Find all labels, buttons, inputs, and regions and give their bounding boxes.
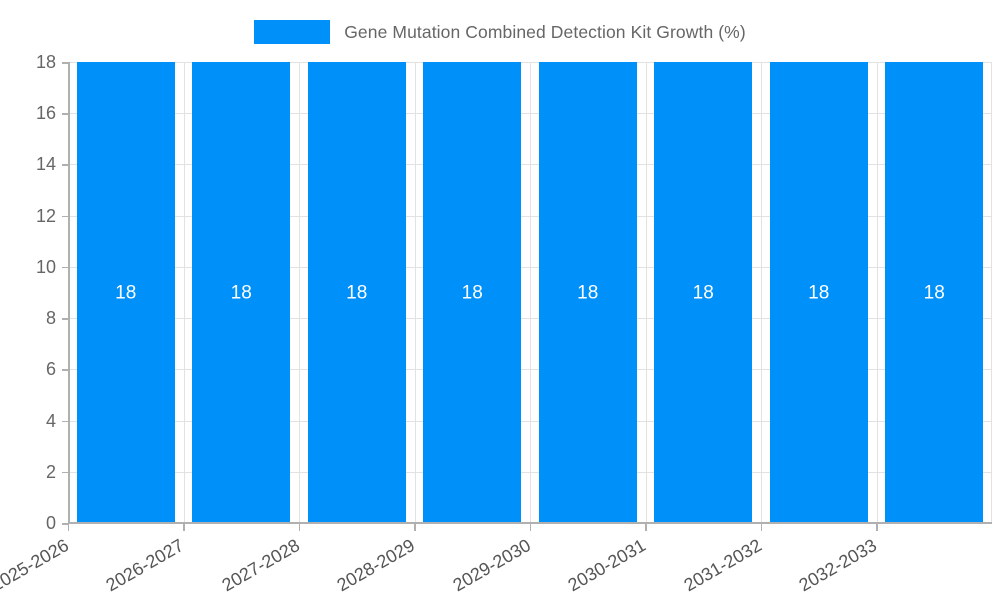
bar[interactable]: 18 <box>307 62 406 523</box>
x-axis-tick-label: 2031-2032 <box>680 535 765 596</box>
bar-value-label: 18 <box>230 282 252 303</box>
y-axis-tick-label: 8 <box>45 308 56 329</box>
y-axis-tick-mark <box>62 369 69 371</box>
y-axis-tick-label: 16 <box>35 103 56 124</box>
y-axis-tick-label: 18 <box>35 52 56 72</box>
legend-color-swatch-icon <box>254 20 331 44</box>
x-axis-tick-mark <box>183 523 185 531</box>
x-axis-tick-mark <box>529 523 531 531</box>
bar[interactable]: 18 <box>423 62 522 523</box>
y-axis-tick-label: 12 <box>35 205 56 226</box>
y-axis-tick-mark <box>62 266 69 269</box>
x-axis-tick-label: 2025-2026 <box>0 535 72 596</box>
bar[interactable]: 18 <box>538 62 637 523</box>
gridline-vertical <box>761 62 762 523</box>
y-axis-tick-label: 6 <box>45 359 56 380</box>
x-axis-tick-mark <box>876 523 878 531</box>
y-axis-tick-label: 2 <box>45 461 56 482</box>
x-axis-tick-label: 2029-2030 <box>449 535 534 596</box>
y-axis-line <box>68 62 70 524</box>
y-axis-tick-label: 14 <box>35 154 56 175</box>
x-axis-tick-label: 2030-2031 <box>564 535 650 596</box>
y-axis-tick-mark <box>62 471 69 474</box>
x-axis-tick-mark <box>298 523 300 531</box>
bar-value-label: 18 <box>346 282 368 303</box>
legend-item-label: Gene Mutation Combined Detection Kit Gro… <box>344 21 746 42</box>
gridline-vertical <box>876 62 878 523</box>
legend-item-gene-mutation-kit-growth[interactable]: Gene Mutation Combined Detection Kit Gro… <box>254 20 746 44</box>
y-axis-tick-mark <box>62 164 69 166</box>
x-axis-tick-mark <box>645 523 647 531</box>
gridline-vertical <box>991 62 992 523</box>
chart-legend: Gene Mutation Combined Detection Kit Gro… <box>0 14 1000 50</box>
bar-value-label: 18 <box>692 282 714 303</box>
x-axis: 2025-2026 2026-2027 2027-2028 2028-2029 2029… <box>0 523 1000 600</box>
y-axis-tick-mark <box>62 113 69 115</box>
y-axis-tick-mark <box>62 215 69 218</box>
bar-value-label: 18 <box>577 282 599 303</box>
y-axis: 0 2 4 6 8 10 12 14 16 18 <box>0 0 56 600</box>
bar[interactable]: 18 <box>885 62 984 523</box>
x-axis-tick-mark <box>67 523 69 531</box>
y-axis-tick-label: 4 <box>45 410 56 431</box>
gridline-vertical <box>414 62 416 523</box>
x-axis-tick-mark <box>414 523 416 531</box>
gridline-vertical <box>645 62 647 523</box>
bar[interactable]: 18 <box>192 62 291 523</box>
y-axis-tick-label: 10 <box>35 256 56 277</box>
y-axis-tick-mark <box>62 318 69 320</box>
x-axis-tick-label: 2026-2027 <box>102 535 188 596</box>
gridline-vertical <box>530 62 531 523</box>
x-axis-tick-label: 2027-2028 <box>218 535 303 596</box>
bar-value-label: 18 <box>923 282 945 303</box>
y-axis-tick-mark <box>62 420 69 423</box>
gridline-vertical <box>299 62 300 523</box>
bar-value-label: 18 <box>115 282 137 303</box>
plot-area: 18 18 18 18 18 18 18 18 <box>68 62 992 524</box>
x-axis-tick-mark <box>760 523 762 531</box>
gridline-vertical <box>183 62 185 523</box>
x-axis-tick-label: 2028-2029 <box>333 535 419 596</box>
bar-value-label: 18 <box>461 282 483 303</box>
x-axis-tick-label: 2032-2033 <box>795 535 881 596</box>
bar[interactable]: 18 <box>769 62 868 523</box>
y-axis-tick-mark <box>62 62 69 64</box>
bar[interactable]: 18 <box>76 62 175 523</box>
y-axis-tick-label: 0 <box>45 513 56 533</box>
bar[interactable]: 18 <box>654 62 753 523</box>
y-axis-tick-mark <box>62 523 69 525</box>
bar-value-label: 18 <box>808 282 830 303</box>
